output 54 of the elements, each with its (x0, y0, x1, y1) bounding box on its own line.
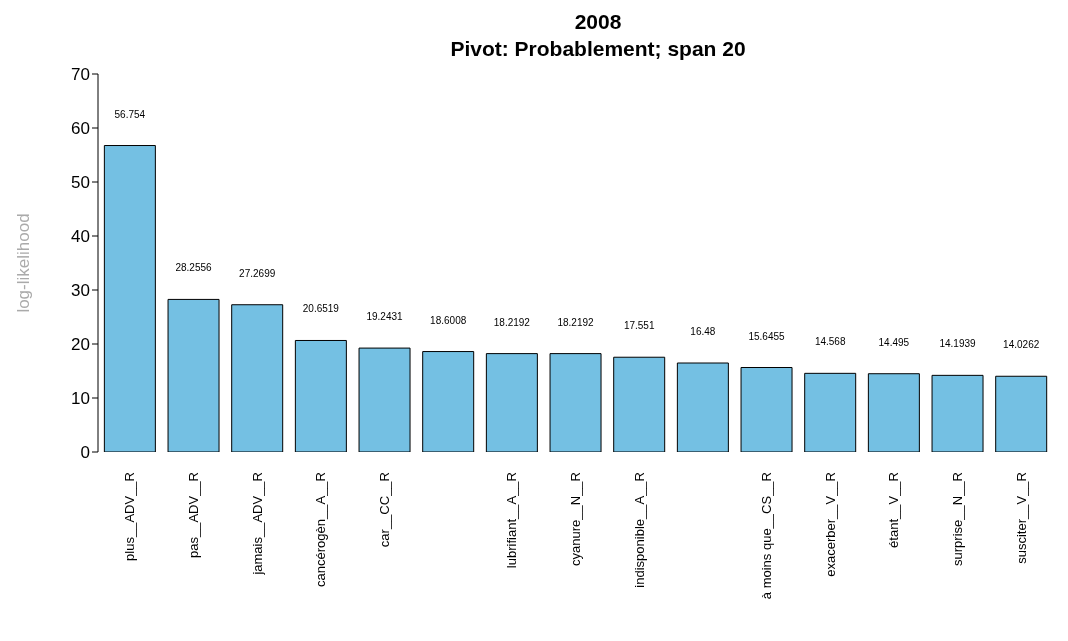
chart-title: 2008 (573, 9, 623, 35)
y-axis-title: log-likelihood (14, 213, 34, 313)
data-label: 16.48 (690, 326, 716, 338)
y-tick-label: 0 (80, 443, 90, 463)
y-tick-label: 10 (71, 389, 90, 409)
x-tick-label: cyanure__N__R (568, 472, 583, 566)
data-label: 18.2192 (493, 316, 531, 328)
x-tick-label: plus__ADV__R (122, 472, 138, 561)
bar (740, 367, 793, 452)
bar (103, 145, 156, 452)
data-label: 14.495 (878, 336, 910, 348)
x-tick-label: cancérogèn__A__R (313, 472, 329, 587)
x-tick-label: susciter__V__R (1013, 472, 1029, 564)
y-tick-label: 20 (71, 335, 90, 355)
bar (167, 298, 220, 452)
data-label: 28.2556 (175, 262, 213, 274)
bar (804, 372, 857, 452)
data-label: 56.754 (114, 108, 146, 120)
x-tick-label: pas__ADV__R (186, 472, 201, 558)
data-label: 20.6519 (302, 303, 340, 315)
data-label: 18.6008 (430, 314, 467, 326)
y-tick-label: 70 (71, 65, 90, 85)
data-label: 19.2431 (366, 311, 404, 323)
x-tick-label: jamais__ADV__R (249, 472, 265, 576)
y-tick-label: 40 (71, 227, 90, 247)
y-tick-label: 30 (71, 281, 90, 301)
bar (485, 353, 538, 452)
bar (676, 362, 729, 452)
x-tick-label: étant__V__R (886, 472, 902, 548)
y-tick-label: 60 (71, 119, 90, 139)
data-label: 15.6455 (748, 330, 786, 342)
bar (613, 356, 666, 452)
bar (358, 347, 411, 452)
x-tick-label: lubrifiant__A__R (504, 472, 520, 569)
bar (995, 375, 1048, 452)
bar (931, 374, 984, 452)
data-label: 14.568 (814, 336, 846, 348)
data-label: 14.0262 (1003, 339, 1040, 351)
bar (422, 351, 475, 452)
bar (549, 353, 602, 452)
data-label: 27.2699 (239, 267, 276, 279)
data-label: 18.2192 (557, 316, 595, 328)
bar (867, 373, 920, 452)
x-tick-label: surprise__N__R (950, 472, 965, 566)
chart-subtitle: Pivot: Probablement; span 20 (449, 36, 747, 62)
bar (294, 339, 347, 452)
x-tick-label: exacerber__V__R (822, 472, 838, 577)
x-tick-label: car__CC__R (377, 472, 392, 548)
data-label: 14.1939 (939, 338, 977, 350)
data-label: 17.551 (623, 320, 655, 332)
y-tick-label: 50 (71, 173, 90, 193)
x-tick-label: indisponible__A__R (631, 472, 647, 588)
bar (231, 304, 284, 452)
x-tick-label: à moins que__CS__R (759, 472, 774, 600)
